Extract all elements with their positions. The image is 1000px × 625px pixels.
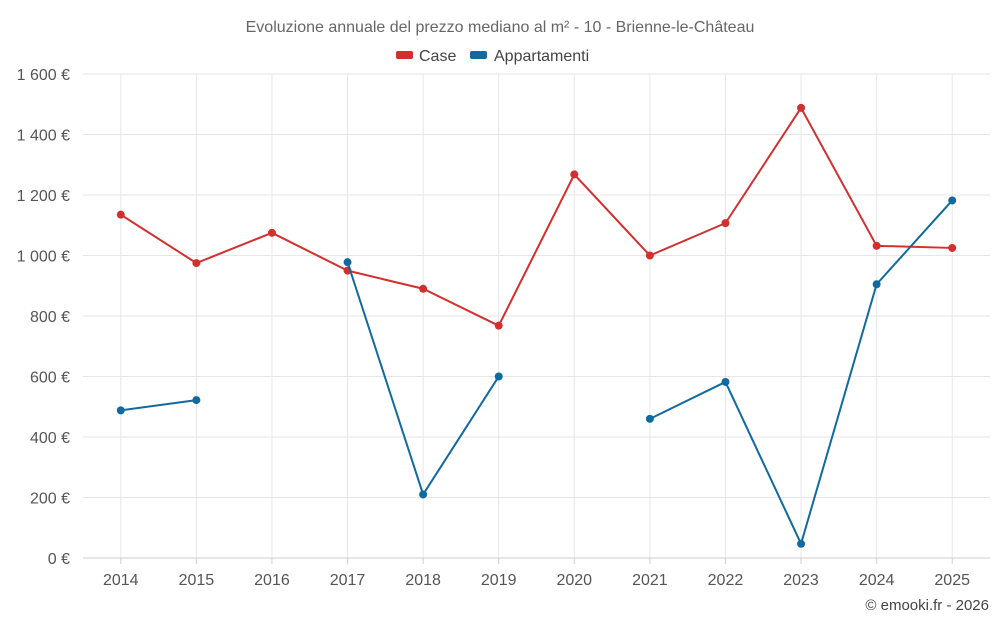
y-tick-label: 1 000 €	[17, 249, 70, 266]
x-tick-label: 2023	[783, 572, 819, 589]
data-point-appartamenti[interactable]	[948, 196, 957, 205]
legend[interactable]: Case Appartamenti	[396, 48, 589, 65]
data-point-appartamenti[interactable]	[494, 372, 503, 381]
data-point-case[interactable]	[116, 210, 125, 219]
series-line-case	[120, 106, 953, 327]
y-axis-ticks: 0 € 200 € 400 € 600 € 800 € 1 000 € 1 200 € 1 4…	[17, 67, 70, 568]
series-line-appartamenti	[120, 399, 197, 412]
x-tick-label: 2016	[254, 572, 290, 589]
data-point-case[interactable]	[192, 259, 201, 268]
data-point-case[interactable]	[494, 321, 503, 330]
data-point-appartamenti[interactable]	[872, 280, 881, 289]
legend-swatch-appartamenti	[470, 51, 487, 59]
x-tick-label: 2020	[556, 572, 592, 589]
y-tick-label: 200 €	[30, 491, 70, 508]
x-tick-label: 2015	[179, 572, 215, 589]
data-point-appartamenti[interactable]	[192, 396, 201, 405]
y-tick-label: 1 200 €	[17, 188, 70, 205]
y-tick-label: 1 600 €	[17, 67, 70, 84]
gridlines	[83, 73, 990, 558]
data-point-case[interactable]	[419, 284, 428, 293]
data-point-case[interactable]	[948, 243, 957, 252]
x-tick-label: 2019	[481, 572, 517, 589]
legend-label-case[interactable]: Case	[419, 48, 456, 65]
y-tick-label: 600 €	[30, 370, 70, 387]
x-tick-label: 2021	[632, 572, 668, 589]
chart-title: Evoluzione annuale del prezzo mediano al…	[246, 19, 755, 36]
series-layer	[116, 103, 957, 548]
x-tick-label: 2025	[934, 572, 970, 589]
data-point-case[interactable]	[570, 170, 579, 179]
x-tick-label: 2017	[330, 572, 366, 589]
series-appartamenti	[116, 196, 957, 548]
y-tick-label: 400 €	[30, 430, 70, 447]
legend-swatch-case	[396, 51, 413, 59]
series-case	[116, 103, 957, 330]
data-point-case[interactable]	[721, 219, 730, 228]
data-point-appartamenti[interactable]	[645, 414, 654, 423]
data-point-appartamenti[interactable]	[797, 539, 806, 548]
y-tick-label: 1 400 €	[17, 128, 70, 145]
x-axis-ticks: 2014 2015 2016 2017 2018 2019 2020 2021 2022 2023…	[103, 558, 970, 589]
credit-text: © emooki.fr - 2026	[865, 597, 989, 614]
data-point-case[interactable]	[645, 251, 654, 260]
data-point-case[interactable]	[797, 103, 806, 112]
y-tick-label: 800 €	[30, 309, 70, 326]
x-tick-label: 2022	[708, 572, 744, 589]
data-point-case[interactable]	[872, 241, 881, 250]
x-tick-label: 2024	[859, 572, 895, 589]
data-point-appartamenti[interactable]	[419, 490, 428, 499]
data-point-appartamenti[interactable]	[116, 406, 125, 415]
legend-label-appartamenti[interactable]: Appartamenti	[494, 48, 589, 65]
data-point-appartamenti[interactable]	[721, 377, 730, 386]
data-point-appartamenti[interactable]	[343, 258, 352, 267]
x-tick-label: 2014	[103, 572, 139, 589]
x-tick-label: 2018	[405, 572, 441, 589]
data-point-case[interactable]	[267, 228, 276, 237]
y-tick-label: 0 €	[48, 551, 70, 568]
